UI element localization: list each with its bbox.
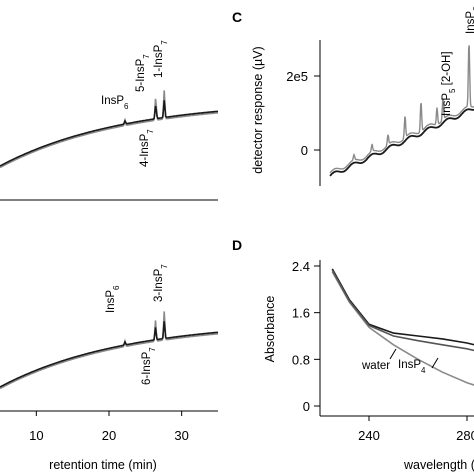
label-insp6-a: InsP6: [101, 95, 129, 111]
label-water: water: [361, 360, 390, 372]
x-tick-label-20: 20: [102, 428, 116, 443]
c-y-tick-label-0: 2e5: [286, 69, 308, 84]
x-tick-label-10: 10: [29, 428, 43, 443]
panel-c: detector response (µV) 2e5 0 InsP5 [2-OH]…: [251, 6, 474, 186]
label-5-insp7: 5-InsP7: [135, 54, 151, 92]
d-x-tick-label-240: 240: [358, 428, 380, 443]
c-y-tick-label-1: 0: [301, 143, 308, 158]
absorbance-series-0: [331, 271, 474, 386]
y-axis-title-absorbance: Absorbance: [263, 296, 277, 363]
d-y-tick-label-0.8: 0.8: [292, 352, 310, 367]
panel-c-trace-grey: [329, 45, 474, 174]
label-insp5-2oh: InsP5 [2-OH]: [441, 51, 457, 116]
d-y-tick-label-1.6: 1.6: [292, 306, 310, 321]
panel-a-trace-black: [0, 100, 219, 167]
label-3-insp7: 3-InsP7: [153, 264, 169, 302]
insp4-leader-line: [431, 357, 439, 369]
panel-a-trace-grey: [0, 90, 219, 169]
y-axis-title-detector-response: detector response (µV): [251, 46, 265, 173]
panel-d: Absorbance 2.4 1.6 0.8 0 240 280 wavelength (…: [263, 259, 474, 472]
label-insp6-c: InsP6: [465, 6, 474, 34]
label-6-insp7: 6-InsP7: [141, 347, 157, 385]
d-y-tick-label-2.4: 2.4: [292, 259, 310, 274]
label-insp4: InsP4: [398, 359, 426, 375]
label-4-insp7: 4-InsP7: [139, 129, 155, 167]
water-leader-line: [389, 348, 397, 360]
x-axis-title-retention-time: retention time (min): [49, 458, 157, 472]
label-1-insp7: 1-InsP7: [153, 40, 169, 78]
panel-label-d: D: [232, 237, 242, 253]
x-axis-title-wavelength: wavelength (nm): [403, 458, 474, 472]
panel-b-trace-grey: [0, 311, 219, 390]
absorbance-series-2: [331, 269, 474, 352]
panel-b-trace-black: [0, 321, 219, 388]
panel-c-trace-black: [329, 108, 474, 177]
panel-a: InsP6 5-InsP7 1-InsP7 4-InsP7: [0, 40, 219, 201]
label-insp6-b: InsP6: [105, 285, 121, 313]
panel-b: 10 20 30 retention time (min) InsP6 3-InsP…: [0, 264, 219, 472]
x-tick-label-30: 30: [174, 428, 188, 443]
d-x-tick-label-280: 280: [456, 428, 474, 443]
panel-label-c: C: [232, 9, 242, 25]
d-y-tick-label-0: 0: [303, 399, 310, 414]
